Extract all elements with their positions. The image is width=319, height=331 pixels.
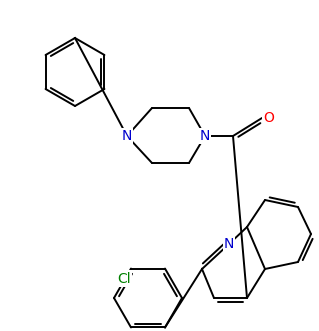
Text: O: O <box>263 111 274 125</box>
Text: N: N <box>200 129 210 143</box>
Text: N: N <box>122 129 132 143</box>
Text: Cl: Cl <box>117 271 131 286</box>
Text: N: N <box>224 237 234 251</box>
